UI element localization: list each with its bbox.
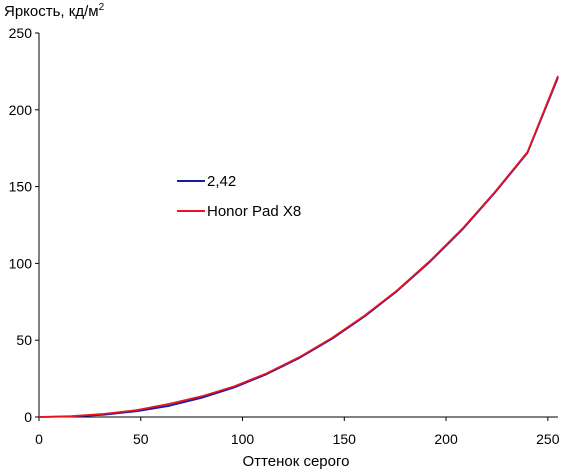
x-tick-label: 100 xyxy=(231,431,255,447)
x-axis-title: Оттенок серого xyxy=(243,453,350,470)
series-line-1 xyxy=(38,77,559,418)
y-axis-title: Яркость, кд/м2 xyxy=(4,2,105,20)
legend-label: 2,42 xyxy=(207,173,236,190)
series-line-2 xyxy=(38,75,559,418)
y-tick-label: 250 xyxy=(9,25,33,41)
legend: 2,42 Honor Pad X8 xyxy=(177,173,301,220)
x-tick-label: 50 xyxy=(133,431,149,447)
x-tick-label: 200 xyxy=(434,431,458,447)
legend-label: Honor Pad X8 xyxy=(207,203,301,220)
y-tick-label: 0 xyxy=(24,409,32,425)
y-tick-label: 150 xyxy=(9,179,33,195)
series-lines xyxy=(38,75,559,418)
axes xyxy=(38,33,558,418)
ticks: 0 50 100 150 200 250 0 50 100 150 200 250 xyxy=(9,25,560,447)
y-tick-label: 100 xyxy=(9,255,33,271)
x-tick-label: 150 xyxy=(333,431,357,447)
y-tick-label: 50 xyxy=(16,332,32,348)
y-tick-label: 200 xyxy=(9,102,33,118)
x-tick-label: 0 xyxy=(35,431,43,447)
x-tick-label: 250 xyxy=(536,431,560,447)
